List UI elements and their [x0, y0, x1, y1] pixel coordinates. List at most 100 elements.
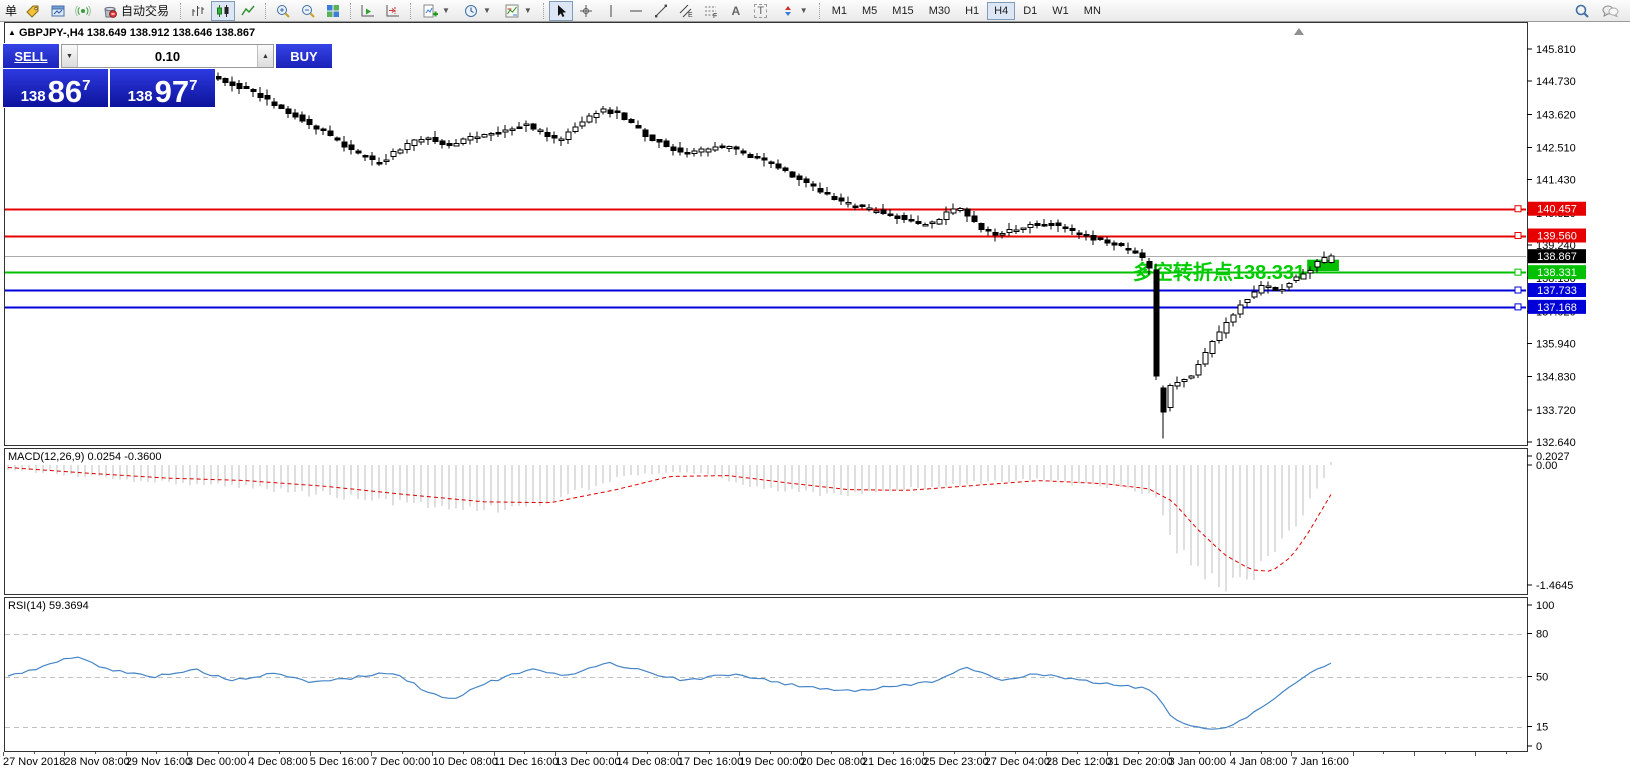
price-axis[interactable]: 145.810144.730143.620142.510141.430140.3…	[1527, 44, 1576, 446]
rsi-scale-label: 15	[1536, 722, 1548, 734]
symbol-period-label: GBPJPY-,H4	[18, 27, 84, 39]
search-icon	[1575, 4, 1589, 18]
search-button[interactable]	[1570, 1, 1594, 21]
price-tick-label: 132.640	[1536, 437, 1576, 446]
price-tag-label: 140.457	[1537, 204, 1577, 216]
time-tick	[524, 752, 526, 754]
periods-button[interactable]: ▼	[457, 1, 497, 21]
price-tag-137.733	[1528, 283, 1586, 298]
signal-icon	[75, 5, 91, 16]
arrows-tool-button[interactable]: ▼	[774, 1, 814, 21]
timeframe-M30-button[interactable]: M30	[922, 2, 957, 20]
price-tick-label: 145.810	[1536, 44, 1576, 56]
templates-button[interactable]: ▼	[498, 1, 538, 21]
indicators-button[interactable]: ▼	[416, 1, 456, 21]
time-label: 13 Dec 00:00	[555, 756, 621, 768]
time-tick	[677, 752, 679, 756]
time-tick	[95, 752, 97, 754]
horizontal-line-tool-button[interactable]	[624, 1, 648, 21]
line-chart-button[interactable]	[236, 1, 260, 21]
time-tick	[1230, 752, 1231, 756]
green-box-object[interactable]	[1307, 259, 1339, 272]
rsi-line	[7, 656, 1332, 730]
buy-button[interactable]: BUY	[276, 44, 332, 68]
main-price-chart[interactable]: 多空转折点138.331 145.810 144.730 143.620 142.510…	[0, 22, 1630, 446]
chart-window-button[interactable]	[46, 1, 70, 21]
time-tick	[1015, 752, 1017, 754]
time-label: 3 Jan 00:00	[1168, 756, 1227, 768]
line-handle	[1514, 205, 1522, 213]
bar-chart-button[interactable]	[186, 1, 210, 21]
chart-shift-button[interactable]	[381, 1, 405, 21]
volume-increase-button[interactable]: ▲	[257, 45, 273, 67]
sell-button[interactable]: SELL	[3, 44, 59, 68]
candlestick-chart-icon	[217, 4, 229, 17]
time-tick	[371, 752, 373, 756]
text-label-tool-button[interactable]: T	[749, 1, 773, 21]
toolbar-separator	[818, 2, 820, 19]
line-handle	[1514, 268, 1522, 276]
tile-windows-button[interactable]	[321, 1, 345, 21]
price-tick-label: 141.430	[1536, 175, 1576, 187]
autotrading-button[interactable]: 自动交易	[96, 1, 175, 21]
volume-input[interactable]	[78, 45, 257, 67]
time-tick	[64, 752, 66, 756]
zoom-in-button[interactable]	[271, 1, 295, 21]
svg-text:E: E	[688, 12, 693, 19]
time-tick	[984, 752, 986, 756]
time-tick	[1383, 752, 1385, 754]
time-axis[interactable]: 27 Nov 2018 28 Nov 08:00 29 Nov 16:00 3 Dec…	[0, 752, 1630, 771]
order-menu-label[interactable]: 单	[5, 4, 18, 18]
time-tick	[739, 752, 741, 756]
price-tag-label: 139.560	[1537, 231, 1577, 243]
turning-point-annotation[interactable]: 多空转折点138.331	[1133, 260, 1305, 284]
dropdown-caret-icon: ▼	[523, 6, 532, 15]
time-tick	[1168, 752, 1170, 756]
collapse-arrow-icon[interactable]: ▲	[8, 28, 16, 37]
auto-scroll-button[interactable]	[356, 1, 380, 21]
zoom-out-icon	[302, 4, 315, 18]
sell-price-sup: 7	[82, 77, 91, 94]
vertical-line-tool-button[interactable]	[599, 1, 623, 21]
order-tag-icon	[26, 5, 39, 18]
timeframe-M5-button[interactable]: M5	[855, 2, 884, 20]
timeframe-D1-button[interactable]: D1	[1016, 2, 1044, 20]
sell-price-box[interactable]: 138 86 7	[3, 69, 108, 107]
timeframe-W1-button[interactable]: W1	[1045, 2, 1076, 20]
text-tool-button[interactable]: A	[724, 1, 748, 21]
volume-decrease-button[interactable]: ▼	[62, 45, 78, 67]
rsi-scale-label: 100	[1536, 600, 1554, 612]
buy-price-box[interactable]: 138 97 7	[110, 69, 215, 107]
line-chart-icon	[241, 5, 255, 15]
crosshair-tool-button[interactable]	[574, 1, 598, 21]
cursor-icon	[557, 4, 566, 17]
signal-button[interactable]	[71, 1, 95, 21]
timeframe-H4-button[interactable]: H4	[987, 1, 1016, 20]
time-tick	[861, 752, 863, 756]
timeframe-MN-button[interactable]: MN	[1077, 2, 1108, 20]
new-order-button[interactable]	[21, 1, 45, 21]
price-tick-label: 139.240	[1536, 240, 1576, 252]
price-tag-138.331	[1528, 265, 1586, 280]
time-tick	[769, 752, 771, 754]
time-tick	[708, 752, 710, 754]
zoom-out-button[interactable]	[296, 1, 320, 21]
time-label: 14 Dec 08:00	[616, 756, 682, 768]
time-label: 3 Dec 00:00	[187, 756, 247, 768]
fibonacci-tool-button[interactable]: F	[699, 1, 723, 21]
toolbar-separator	[265, 2, 267, 19]
time-tick	[1322, 752, 1324, 754]
candlestick-chart-button[interactable]	[211, 0, 236, 21]
chart-shift-marker[interactable]	[1294, 28, 1304, 35]
trendline-tool-button[interactable]	[649, 1, 673, 21]
equidistant-channel-tool-button[interactable]: E	[674, 1, 698, 21]
time-tick	[463, 752, 465, 754]
rsi-indicator-panel[interactable]: 100 80 50 15 0	[0, 597, 1630, 752]
timeframe-M1-button[interactable]: M1	[825, 2, 854, 20]
cursor-tool-button[interactable]	[548, 0, 573, 21]
timeframe-M15-button[interactable]: M15	[885, 2, 920, 20]
chat-button[interactable]	[1598, 1, 1622, 21]
timeframe-H1-button[interactable]: H1	[958, 2, 986, 20]
time-tick	[1444, 752, 1446, 754]
